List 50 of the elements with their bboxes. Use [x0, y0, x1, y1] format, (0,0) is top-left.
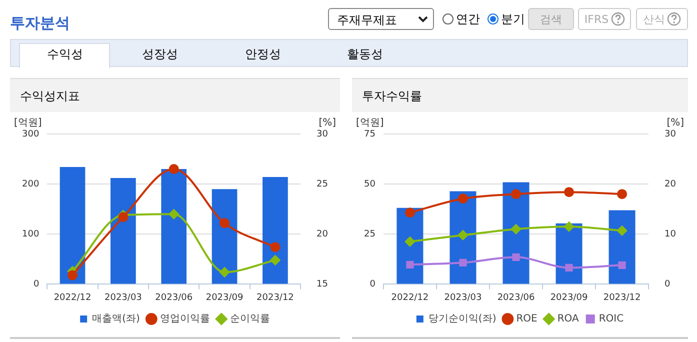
legend-label: ROA	[557, 314, 579, 325]
y2-tick-label: 30	[316, 129, 328, 140]
x-tick-label: 2023/12	[603, 292, 641, 303]
text: 안정성	[244, 46, 282, 63]
y2-tick-label: 20	[316, 229, 328, 240]
y2-tick-label: 10	[664, 229, 676, 240]
y2-axis-title: [%]	[666, 118, 684, 129]
legend-label: 영업이익률	[160, 314, 210, 325]
text: IFRS	[584, 12, 609, 28]
y-tick-label: 0	[33, 280, 40, 290]
legend-label: 매출액(좌)	[92, 314, 140, 325]
text: 주재무제표	[328, 8, 434, 30]
x-tick-label: 2022/12	[54, 292, 92, 303]
y-tick-label: 50	[364, 179, 376, 190]
y-axis-title: [억원]	[356, 118, 384, 129]
y-tick-label: 0	[370, 280, 376, 290]
x-tick-label: 2023/09	[206, 292, 244, 303]
y-axis-title: [억원]	[14, 118, 42, 129]
y-tick-label: 200	[22, 179, 40, 190]
x-tick-label: 2023/06	[497, 292, 535, 303]
text: 투자분석	[10, 14, 70, 33]
x-tick-label: 2023/03	[104, 292, 142, 303]
x-tick-label: 2023/03	[444, 292, 482, 303]
y2-tick-label: 30	[664, 129, 676, 140]
legend-label: 당기순이익(좌)	[428, 314, 496, 325]
y2-axis-title: [%]	[318, 118, 336, 129]
y-tick-label: 75	[364, 129, 376, 140]
y2-tick-label: 0	[664, 280, 671, 290]
x-tick-label: 2022/12	[391, 292, 429, 303]
chart-title: 수익성지표	[10, 78, 340, 112]
text: 분기	[501, 11, 525, 28]
text: 검색	[528, 8, 574, 30]
y-tick-label: 100	[22, 229, 40, 240]
legend-label: ROIC	[598, 314, 624, 325]
text: 활동성	[346, 46, 384, 63]
y2-tick-label: 15	[316, 280, 328, 290]
y-tick-label: 300	[22, 129, 40, 140]
x-tick-label: 2023/12	[256, 292, 294, 303]
y2-tick-label: 25	[316, 179, 328, 190]
x-tick-label: 2023/09	[550, 292, 588, 303]
legend-label: ROE	[516, 314, 538, 325]
text: 산식	[643, 12, 665, 28]
x-tick-label: 2023/06	[155, 292, 193, 303]
chart-title: 투자수익률	[352, 78, 688, 112]
text: 성장성	[141, 46, 179, 63]
y-tick-label: 25	[364, 229, 376, 240]
text: 연간	[456, 11, 480, 28]
legend-label: 순이익률	[230, 314, 270, 325]
text: 수익성	[46, 46, 84, 63]
y2-tick-label: 20	[664, 179, 676, 190]
